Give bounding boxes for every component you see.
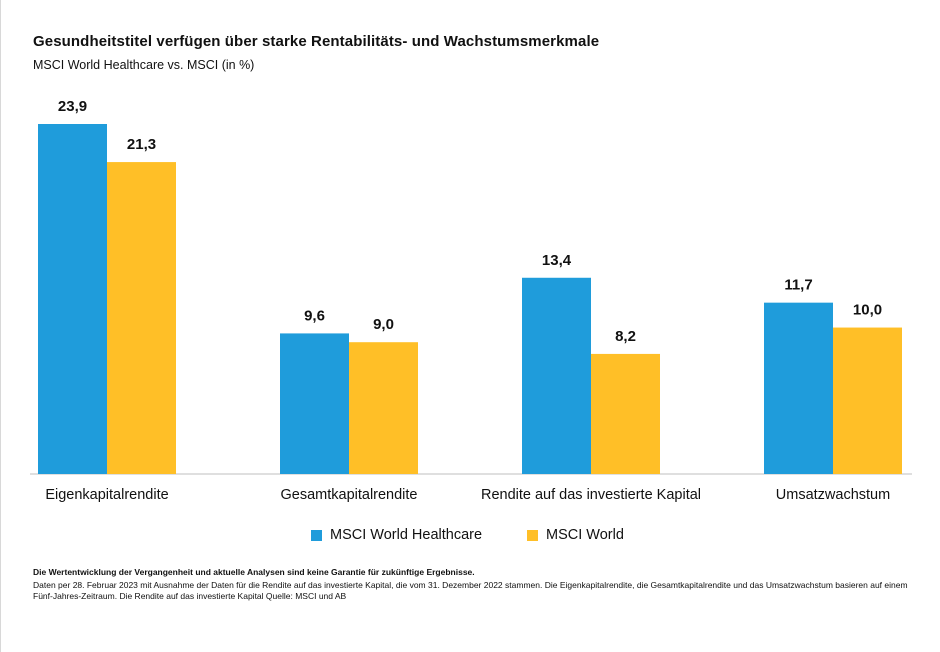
legend-item-world: MSCI World bbox=[527, 527, 624, 543]
bar-healthcare-3 bbox=[764, 302, 833, 474]
legend-swatch-healthcare bbox=[311, 529, 322, 541]
bar-world-1 bbox=[349, 342, 418, 474]
value-label-healthcare-2: 13,4 bbox=[542, 252, 572, 269]
legend-label-world: MSCI World bbox=[546, 527, 624, 543]
legend-swatch-world bbox=[527, 529, 538, 541]
bars-group bbox=[38, 124, 902, 474]
value-label-world-1: 9,0 bbox=[373, 316, 394, 333]
value-label-healthcare-1: 9,6 bbox=[304, 307, 325, 324]
chart-subtitle: MSCI World Healthcare vs. MSCI (in %) bbox=[33, 58, 255, 72]
legend-item-healthcare: MSCI World Healthcare bbox=[311, 527, 482, 543]
bar-world-0 bbox=[107, 162, 176, 474]
legend: MSCI World Healthcare MSCI World bbox=[0, 527, 940, 547]
value-label-world-3: 10,0 bbox=[853, 302, 882, 319]
category-label-3: Umsatzwachstum bbox=[776, 487, 890, 503]
bar-world-3 bbox=[833, 327, 902, 474]
footnote-disclaimer: Die Wertentwicklung der Vergangenheit un… bbox=[33, 567, 475, 577]
legend-label-healthcare: MSCI World Healthcare bbox=[330, 527, 483, 543]
category-label-1: Gesamtkapitalrendite bbox=[280, 487, 417, 503]
footnote-sources: Daten per 28. Februar 2023 mit Ausnahme … bbox=[33, 580, 908, 601]
bar-chart: 23,9 21,3 9,6 9,0 13,4 8,2 11,7 10,0 Eigenkapit… bbox=[30, 98, 912, 503]
bar-healthcare-2 bbox=[522, 277, 591, 474]
bar-world-2 bbox=[591, 353, 660, 474]
bar-healthcare-1 bbox=[280, 333, 349, 474]
value-label-healthcare-0: 23,9 bbox=[58, 98, 87, 115]
chart-title: Gesundheitstitel verfügen über starke Re… bbox=[33, 33, 600, 50]
value-label-world-0: 21,3 bbox=[127, 136, 156, 153]
value-label-healthcare-3: 11,7 bbox=[784, 277, 812, 294]
value-label-world-2: 8,2 bbox=[615, 328, 636, 345]
category-label-0: Eigenkapitalrendite bbox=[45, 487, 168, 503]
category-labels-group: Eigenkapitalrendite Gesamtkapitalrendite R… bbox=[45, 487, 890, 503]
category-label-2: Rendite auf das investierte Kapital bbox=[481, 487, 701, 503]
frame-edge bbox=[0, 0, 1, 652]
value-labels-group: 23,9 21,3 9,6 9,0 13,4 8,2 11,7 10,0 bbox=[58, 98, 882, 345]
bar-healthcare-0 bbox=[38, 124, 107, 474]
